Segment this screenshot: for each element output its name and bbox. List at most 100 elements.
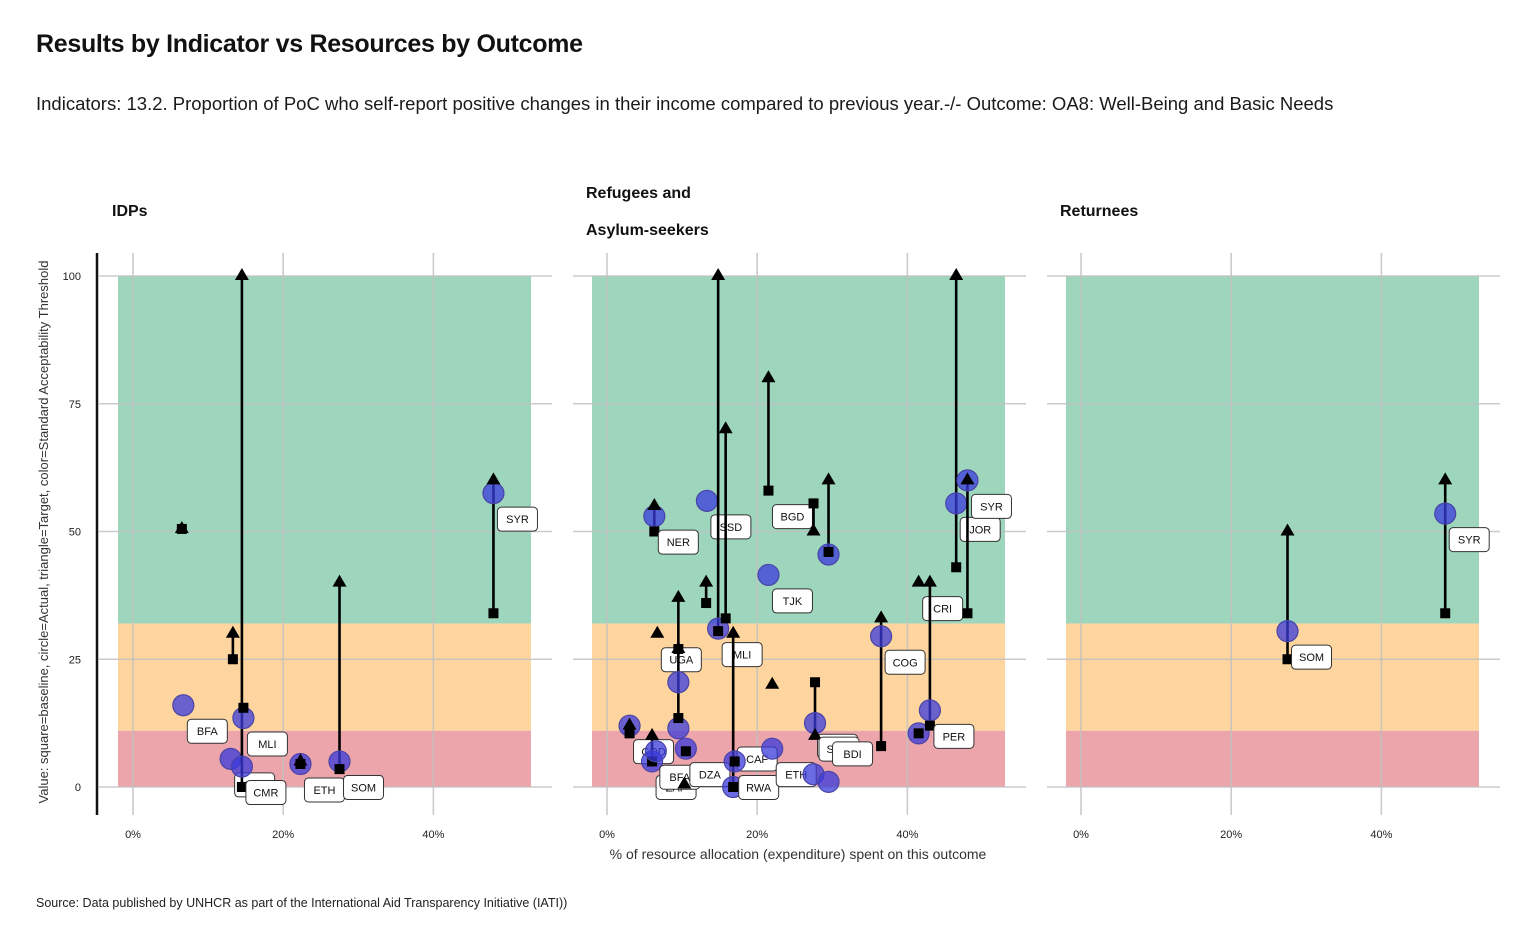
country-label-bgd: BGD (771, 504, 813, 530)
target-point (726, 625, 741, 638)
actual-point (761, 737, 784, 760)
baseline-point (808, 498, 819, 509)
country-label-box (970, 493, 1012, 519)
target-point (711, 268, 726, 280)
band-orange (592, 623, 1005, 731)
country-label-box (689, 762, 731, 788)
baseline-point (673, 713, 684, 724)
country-label-box (884, 649, 926, 675)
x-tick-label: 0% (599, 829, 615, 841)
y-tick-label: 100 (63, 271, 81, 283)
target-point (293, 753, 308, 766)
country-label-text: TJK (783, 596, 803, 608)
country-label-box (832, 741, 874, 767)
actual-point (695, 489, 718, 512)
x-tick-label: 40% (896, 829, 918, 841)
baseline-point (1282, 654, 1293, 665)
country-label-box (710, 514, 752, 540)
country-label-cog: COG (884, 649, 926, 675)
x-tick-label: 40% (422, 829, 444, 841)
country-label-text: NER (667, 537, 690, 549)
country-label-per: PER (933, 723, 975, 749)
source-note: Source: Data published by UNHCR as part … (36, 896, 568, 910)
country-label-box (246, 731, 288, 757)
target-point (949, 268, 964, 280)
panel-title: Asylum-seekers (586, 222, 709, 239)
target-point (911, 574, 926, 587)
panel-title: IDPs (112, 203, 148, 220)
baseline-point (334, 764, 345, 775)
country-label-box (186, 718, 228, 744)
country-label-syr: SYR (496, 506, 538, 532)
baseline-point (924, 720, 935, 731)
baseline-point (913, 728, 924, 739)
y-tick-label: 25 (69, 654, 81, 666)
actual-point (230, 755, 253, 778)
baseline-point (649, 526, 660, 537)
country-label-text: SSD (720, 522, 743, 534)
country-label-text: COG (893, 657, 918, 669)
baseline-point (728, 782, 739, 792)
actual-point (1276, 620, 1299, 643)
country-label-cmr: CMR (245, 780, 287, 806)
country-label-text: SOM (1299, 652, 1324, 664)
chart-title: Results by Indicator vs Resources by Out… (36, 30, 583, 58)
country-label-tjk: TJK (771, 588, 813, 614)
country-label-mli: MLI (721, 642, 763, 668)
country-label-text: MLI (258, 739, 276, 751)
target-point (821, 472, 836, 485)
target-point (671, 641, 686, 654)
country-label-box (771, 588, 813, 614)
baseline-point (227, 654, 238, 665)
target-point (960, 472, 975, 485)
country-label-syr: SYR (970, 493, 1012, 519)
x-tick-label: 0% (1073, 829, 1089, 841)
country-label-text: SOM (351, 782, 376, 794)
target-point (486, 472, 501, 485)
actual-point (945, 492, 968, 515)
x-tick-label: 40% (1370, 829, 1392, 841)
country-label-eth: ETH (303, 777, 345, 803)
actual-point (817, 770, 840, 793)
country-label-text: SYR (980, 501, 1003, 513)
x-tick-label: 0% (125, 829, 141, 841)
country-label-text: CMR (253, 788, 278, 800)
target-point (699, 574, 714, 587)
baseline-point (823, 546, 834, 557)
target-point (765, 676, 780, 689)
y-tick-label: 0 (75, 782, 81, 794)
country-label-text: MLI (733, 650, 751, 662)
country-label-text: ETH (785, 770, 807, 782)
country-label-text: BFA (197, 726, 218, 738)
target-point (622, 717, 637, 730)
x-tick-label: 20% (1220, 829, 1242, 841)
country-label-syr: SYR (1448, 527, 1490, 553)
country-label-box (343, 774, 385, 800)
country-label-dza: DZA (689, 762, 731, 788)
x-tick-label: 20% (272, 829, 294, 841)
country-label-ssd: SSD (710, 514, 752, 540)
country-label-box (933, 723, 975, 749)
country-label-text: JOR (969, 524, 991, 536)
country-label-text: DZA (699, 770, 722, 782)
band-green (118, 276, 531, 624)
country-label-text: SYR (506, 514, 529, 526)
baseline-point (238, 702, 249, 713)
country-label-text: CAF (746, 754, 768, 766)
panel-idps: 0%20%40%IDPsBFASSDCMRMLIETHSOMSYR (99, 203, 552, 841)
country-label-text: PER (943, 731, 966, 743)
baseline-point (729, 756, 740, 767)
target-point (922, 574, 937, 587)
panel-title: Returnees (1060, 203, 1138, 220)
country-label-som: SOM (343, 774, 385, 800)
target-point (225, 625, 240, 638)
band-red (1066, 730, 1479, 787)
baseline-point (236, 782, 247, 792)
actual-point (482, 482, 505, 505)
country-label-rwa: RWA (738, 774, 780, 800)
country-label-box (1448, 527, 1490, 553)
country-label-text: UGA (669, 655, 694, 667)
panel-returnees: 0% 20% 40% Returnees SOM SYR (1047, 203, 1500, 841)
country-label-box (1291, 644, 1333, 670)
